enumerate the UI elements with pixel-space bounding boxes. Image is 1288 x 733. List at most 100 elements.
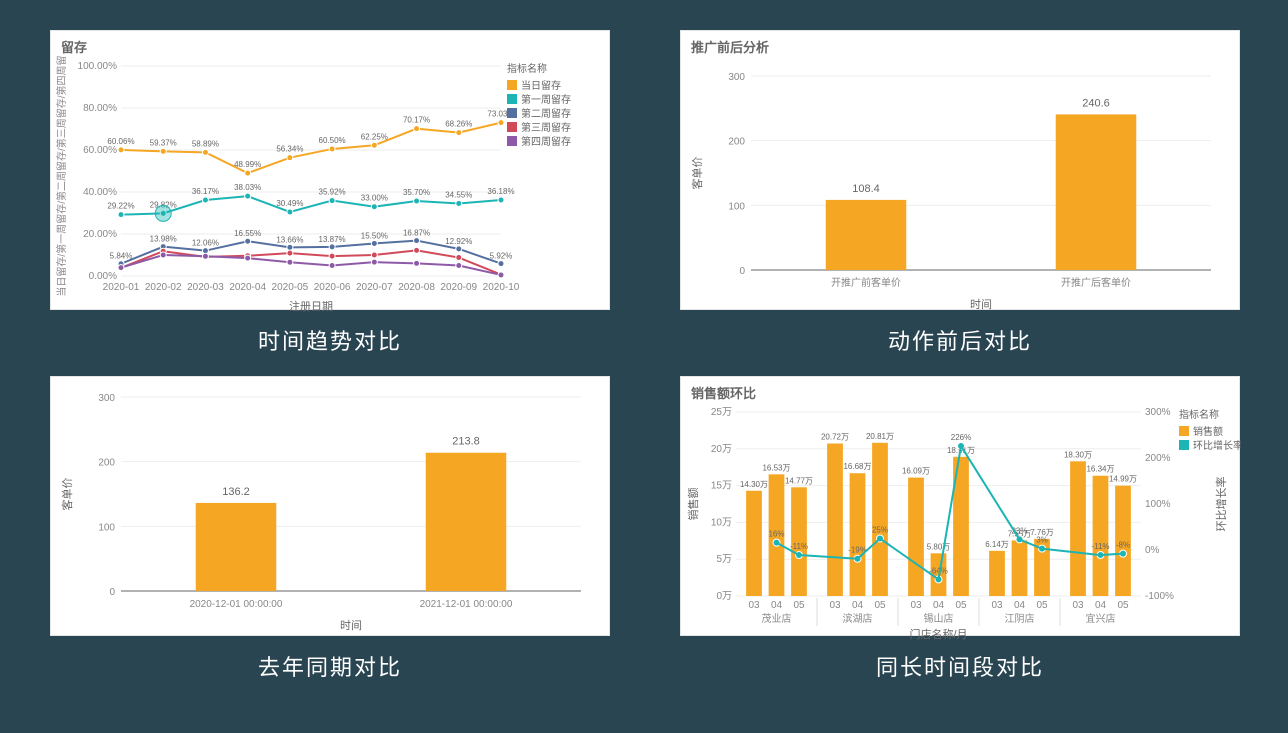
cell-bl: 0100200300136.22020-12-01 00:00:00213.82… (50, 376, 610, 682)
svg-text:13.98%: 13.98% (150, 235, 177, 244)
svg-text:108.4: 108.4 (852, 183, 880, 195)
svg-text:2020-08: 2020-08 (398, 282, 435, 293)
cell-tl: 留存 0.00%20.00%40.00%60.00%80.00%100.00%2… (50, 30, 610, 356)
panel-yoy: 0100200300136.22020-12-01 00:00:00213.82… (50, 376, 610, 636)
svg-text:2021-12-01 00:00:00: 2021-12-01 00:00:00 (420, 599, 513, 610)
svg-text:60.06%: 60.06% (107, 137, 134, 146)
svg-text:14.30万: 14.30万 (740, 480, 768, 489)
panel-retention: 留存 0.00%20.00%40.00%60.00%80.00%100.00%2… (50, 30, 610, 310)
caption-br: 同长时间段对比 (876, 650, 1044, 682)
svg-text:16.55%: 16.55% (234, 229, 261, 238)
svg-text:滨湖店: 滨湖店 (843, 612, 873, 625)
panel-title: 推广前后分析 (681, 31, 1239, 56)
svg-text:16%: 16% (768, 530, 784, 539)
svg-text:14.77万: 14.77万 (785, 476, 813, 485)
svg-text:门店名称/月: 门店名称/月 (909, 627, 967, 641)
svg-text:136.2: 136.2 (222, 486, 250, 498)
svg-text:0%: 0% (1145, 545, 1160, 556)
svg-text:18.30万: 18.30万 (1064, 450, 1092, 459)
svg-text:宜兴店: 宜兴店 (1086, 612, 1116, 625)
svg-text:35.70%: 35.70% (403, 188, 430, 197)
svg-text:时间: 时间 (340, 619, 362, 632)
svg-text:16.34万: 16.34万 (1086, 465, 1114, 474)
svg-text:04: 04 (852, 600, 864, 611)
svg-text:环比增长率: 环比增长率 (1214, 477, 1228, 532)
panel-promo: 推广前后分析 0100200300108.4开推广前客单价240.6开推广后客单… (680, 30, 1240, 310)
panel-sales: 销售额环比 0万5万10万15万20万25万-100%0%100%200%300… (680, 376, 1240, 636)
svg-text:05: 05 (955, 600, 967, 611)
caption-tr: 动作前后对比 (888, 324, 1032, 356)
svg-text:20.81万: 20.81万 (866, 432, 894, 441)
cell-tr: 推广前后分析 0100200300108.4开推广前客单价240.6开推广后客单… (680, 30, 1240, 356)
svg-text:-11%: -11% (1091, 542, 1109, 551)
svg-text:指标名称: 指标名称 (1179, 408, 1219, 421)
caption-tl: 时间趋势对比 (258, 324, 402, 356)
svg-text:04: 04 (1014, 600, 1026, 611)
caption-bl: 去年同期对比 (258, 650, 402, 682)
svg-text:300: 300 (98, 393, 115, 404)
svg-text:第四周留存: 第四周留存 (521, 135, 571, 148)
svg-text:05: 05 (793, 600, 805, 611)
svg-text:60.50%: 60.50% (319, 136, 346, 145)
svg-text:33.00%: 33.00% (361, 194, 388, 203)
svg-text:5.80万: 5.80万 (927, 542, 951, 551)
svg-text:03: 03 (1072, 600, 1084, 611)
svg-text:13.66%: 13.66% (276, 235, 303, 244)
svg-text:04: 04 (1095, 600, 1107, 611)
svg-text:-11%: -11% (790, 542, 808, 551)
svg-text:03: 03 (748, 600, 760, 611)
svg-text:20万: 20万 (711, 444, 732, 455)
svg-text:2020-02: 2020-02 (145, 282, 182, 293)
svg-text:56.34%: 56.34% (276, 145, 303, 154)
svg-text:36.17%: 36.17% (192, 187, 219, 196)
svg-text:15万: 15万 (711, 481, 732, 492)
svg-text:指标名称: 指标名称 (507, 62, 547, 75)
svg-text:当日留存/第一周留存/第二周留存/第三周留存/第四周留存: 当日留存/第一周留存/第二周留存/第三周留存/第四周留存 (55, 56, 68, 297)
svg-text:70.17%: 70.17% (403, 116, 430, 125)
cell-br: 销售额环比 0万5万10万15万20万25万-100%0%100%200%300… (680, 376, 1240, 682)
svg-text:20.00%: 20.00% (83, 229, 117, 240)
svg-text:58.89%: 58.89% (192, 139, 219, 148)
panel-title: 销售额环比 (681, 377, 1239, 402)
svg-text:16.68万: 16.68万 (843, 462, 871, 471)
svg-text:59.37%: 59.37% (150, 138, 177, 147)
svg-text:销售额: 销售额 (1193, 425, 1223, 438)
svg-text:48.99%: 48.99% (234, 160, 261, 169)
svg-text:34.55%: 34.55% (445, 190, 472, 199)
svg-text:25%: 25% (872, 526, 888, 535)
svg-text:05: 05 (874, 600, 886, 611)
svg-text:环比增长率: 环比增长率 (1193, 439, 1241, 452)
svg-text:当日留存: 当日留存 (521, 79, 561, 92)
svg-text:5.84%: 5.84% (110, 252, 133, 261)
svg-text:开推广后客单价: 开推广后客单价 (1061, 276, 1131, 289)
svg-text:13.87%: 13.87% (319, 235, 346, 244)
svg-text:03: 03 (829, 600, 841, 611)
svg-text:-8%: -8% (1116, 541, 1130, 550)
svg-text:200%: 200% (1145, 453, 1171, 464)
svg-text:68.26%: 68.26% (445, 120, 472, 129)
svg-text:03: 03 (910, 600, 922, 611)
svg-text:开推广前客单价: 开推广前客单价 (831, 276, 901, 289)
svg-text:16.53万: 16.53万 (762, 463, 790, 472)
svg-text:25万: 25万 (711, 407, 732, 418)
svg-text:60.00%: 60.00% (83, 145, 117, 156)
svg-text:2020-10: 2020-10 (483, 282, 520, 293)
svg-text:12.06%: 12.06% (192, 239, 219, 248)
svg-text:05: 05 (1117, 600, 1129, 611)
svg-text:30.49%: 30.49% (276, 199, 303, 208)
svg-text:200: 200 (728, 137, 745, 148)
svg-text:300%: 300% (1145, 407, 1171, 418)
svg-text:2020-09: 2020-09 (440, 282, 477, 293)
svg-text:销售额: 销售额 (686, 488, 700, 521)
svg-text:第三周留存: 第三周留存 (521, 121, 571, 134)
svg-text:第一周留存: 第一周留存 (521, 93, 571, 106)
svg-text:0.00%: 0.00% (89, 271, 117, 282)
svg-text:0: 0 (109, 587, 115, 598)
svg-text:2020-07: 2020-07 (356, 282, 393, 293)
svg-text:客单价: 客单价 (690, 157, 704, 190)
svg-text:注册日期: 注册日期 (289, 299, 333, 313)
svg-text:第二周留存: 第二周留存 (521, 107, 571, 120)
svg-text:12.92%: 12.92% (445, 237, 472, 246)
svg-text:200: 200 (98, 458, 115, 469)
svg-text:0: 0 (739, 266, 745, 277)
